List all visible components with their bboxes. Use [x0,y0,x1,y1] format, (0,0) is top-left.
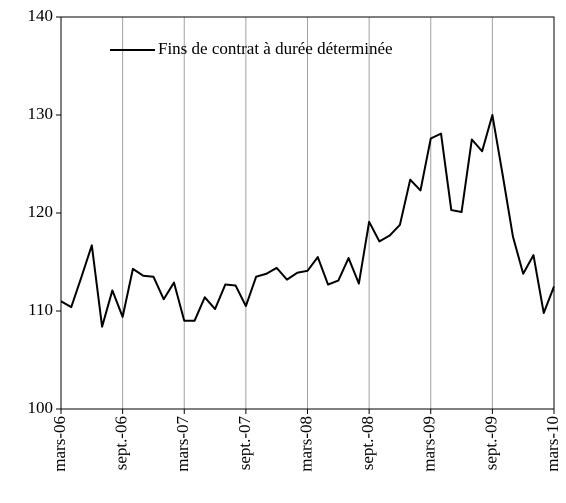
x-tick-label: mars-07 [173,416,192,472]
x-tick-label: mars-09 [420,416,439,472]
x-tick-label: mars-10 [543,416,562,472]
y-tick-label: 110 [28,300,53,319]
x-tick-label: mars-06 [50,416,69,472]
x-tick-label: mars-08 [296,416,315,472]
legend-label: Fins de contrat à durée déterminée [158,39,393,58]
x-tick-label: sept.-07 [235,416,254,471]
y-tick-label: 140 [28,6,54,25]
plot-frame [60,16,555,410]
y-tick-label: 100 [28,398,54,417]
x-tick-label: sept.-09 [481,416,500,470]
data-line [60,114,555,328]
y-tick-label: 120 [28,202,54,221]
x-tick-label: sept.-06 [112,416,131,470]
y-tick-label: 130 [28,104,54,123]
x-tick-label: sept.-08 [358,416,377,470]
